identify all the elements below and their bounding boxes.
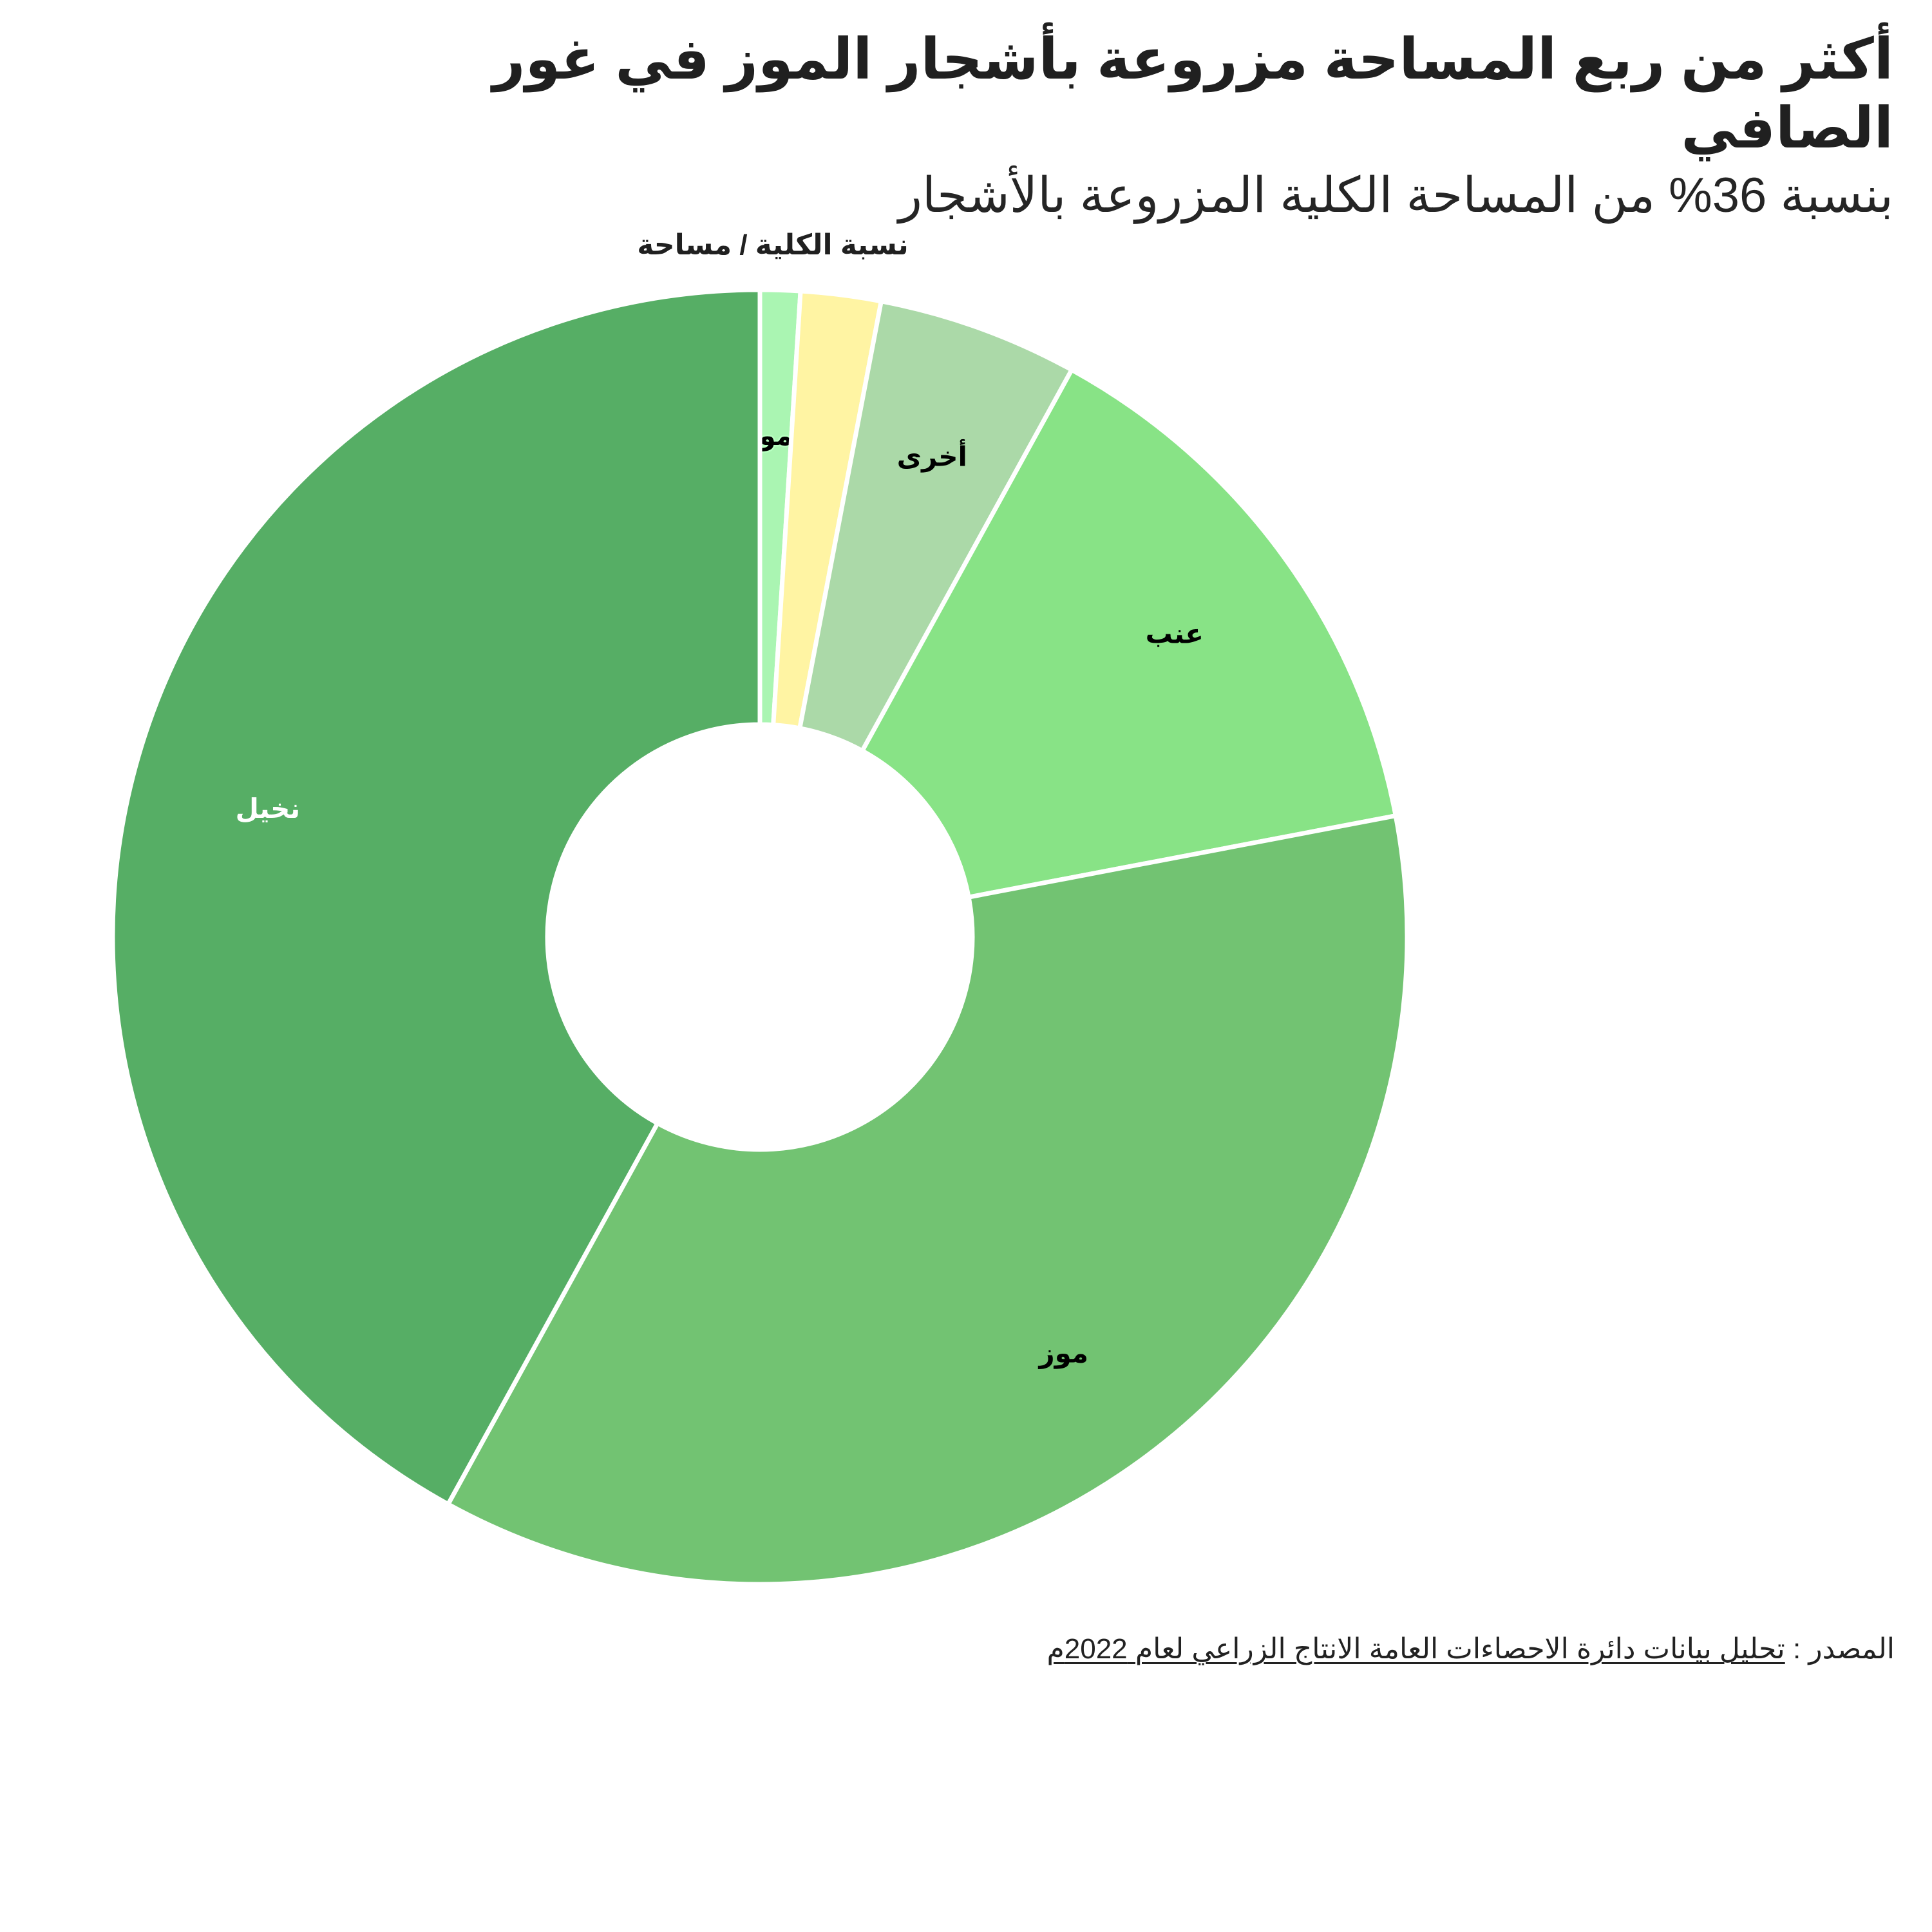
- donut-slice-5[interactable]: [445, 813, 1410, 1587]
- slice-label-4: عنب: [1146, 618, 1204, 649]
- source-label: المصدر :: [1792, 1633, 1895, 1665]
- donut-slice-3[interactable]: [797, 298, 1075, 754]
- slice-label-6: نخيل: [235, 793, 300, 824]
- source-note: المصدر : تحليل بيانات دائرة الاحصاءات ال…: [478, 1633, 1895, 1665]
- chart-header: أكثر من ربع المساحة مزروعة بأشجار الموز …: [283, 24, 1893, 223]
- slice-label-3: أخرى: [897, 439, 967, 473]
- chart-subtitle: بنسبة 36% من المساحة الكلية المزروعة بال…: [898, 167, 1893, 223]
- donut-slice-6[interactable]: [110, 287, 762, 1508]
- chart-title: أكثر من ربع المساحة مزروعة بأشجار الموز …: [492, 27, 1893, 160]
- source-link-text[interactable]: تحليل بيانات دائرة الاحصاءات العامة الان…: [1046, 1633, 1785, 1665]
- measure-label: نسبة الكلية / مساحة: [637, 229, 909, 261]
- donut-chart-area: ليمون أخرى عنب موز نخيل: [110, 287, 1410, 1587]
- slice-label-5: موز: [1037, 1338, 1088, 1369]
- donut-slice-4[interactable]: [859, 366, 1399, 900]
